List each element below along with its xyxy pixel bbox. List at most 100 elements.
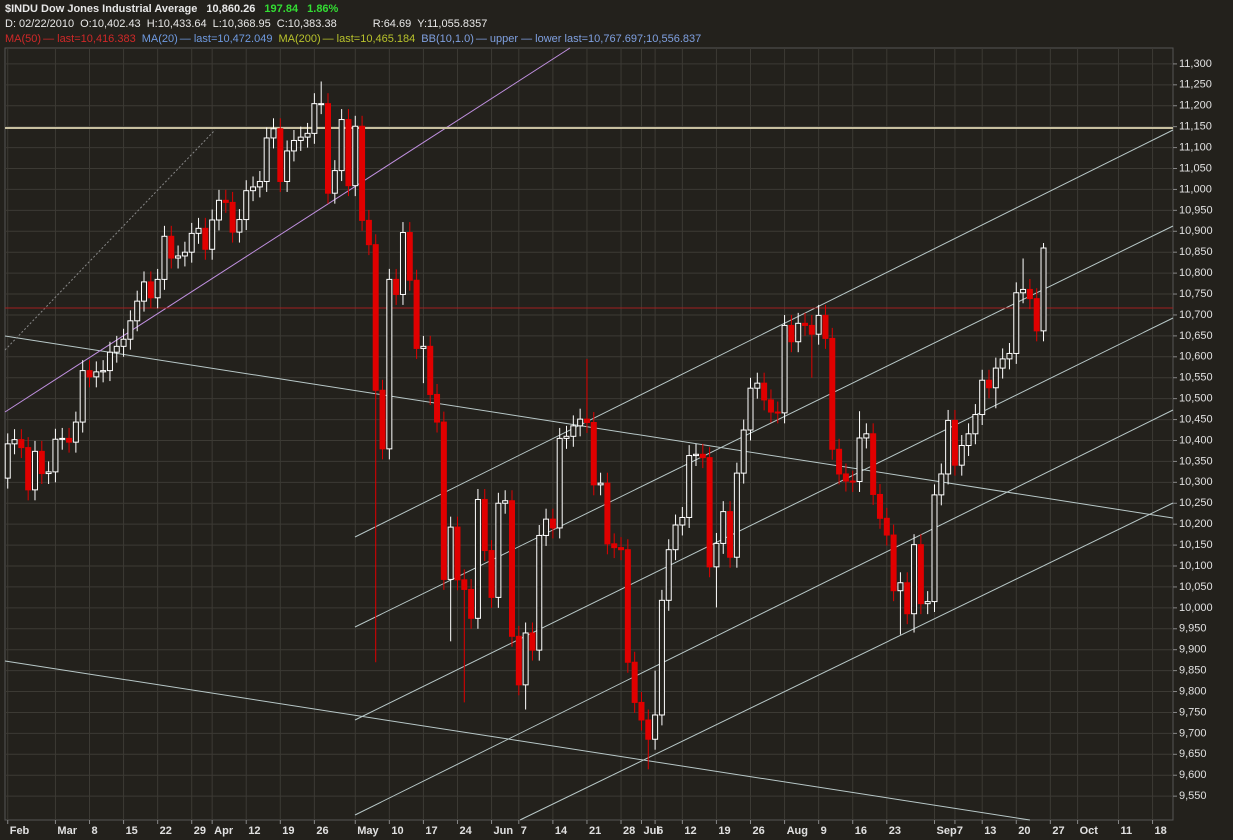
candle-body — [365, 219, 372, 246]
y-tick-label: 9,550 — [1179, 790, 1207, 802]
last-price: 10,860.26 — [206, 3, 256, 15]
y-tick-label: 10,250 — [1179, 497, 1213, 509]
y-tick-label: 11,000 — [1179, 183, 1212, 195]
candle-body — [127, 320, 134, 340]
x-tick-label: 19 — [718, 825, 730, 837]
x-tick-label: 26 — [753, 825, 765, 837]
candle-body — [297, 136, 304, 141]
x-tick-label: 11 — [1120, 825, 1132, 837]
candle-body — [556, 437, 563, 529]
candle-body — [727, 511, 734, 558]
x-tick-label: 21 — [589, 825, 601, 837]
axes: 9,550 9,600 9,650 9,700 9,750 9,800 9,850 9,900… — [7, 58, 1213, 837]
legend-label: MA(50) — [5, 33, 42, 45]
candle-body — [147, 281, 154, 299]
x-tick-label: 19 — [282, 825, 294, 837]
y-tick-label: 10,450 — [1179, 413, 1213, 425]
candle-body — [611, 543, 618, 549]
change: 197.84 — [264, 3, 299, 15]
candle-body — [66, 437, 73, 443]
x-tick-label: 18 — [1155, 825, 1167, 837]
candle-body — [1040, 247, 1047, 332]
candle-body — [106, 351, 113, 372]
info-item: C:10,383.38 — [276, 18, 337, 30]
candle-body — [209, 219, 216, 250]
candle-body — [815, 314, 822, 335]
plot-area — [4, 47, 1174, 821]
x-tick-label: Jul — [643, 825, 659, 837]
candle-body — [849, 480, 856, 483]
candle-body — [870, 433, 877, 495]
candle-body — [618, 547, 625, 551]
x-tick-label: 27 — [1052, 825, 1064, 837]
candle-body — [951, 419, 958, 466]
candle-body — [911, 544, 918, 615]
y-tick-label: 9,700 — [1179, 727, 1207, 739]
x-tick-label: Sep — [936, 825, 956, 837]
candle-body — [774, 411, 781, 414]
x-tick-label: 16 — [855, 825, 867, 837]
y-tick-label: 10,800 — [1179, 267, 1213, 279]
candle-body — [11, 439, 18, 445]
candle-body — [1006, 352, 1013, 360]
x-tick-label: 29 — [194, 825, 206, 837]
x-tick-label: May — [357, 825, 379, 837]
candle-body — [747, 387, 754, 431]
candle-body — [250, 186, 257, 192]
trend-line — [4, 660, 1031, 821]
candle-body — [100, 370, 107, 373]
candle-body — [563, 435, 570, 439]
y-tick-label: 10,850 — [1179, 246, 1213, 258]
candle-body — [188, 232, 195, 253]
y-tick-label: 10,600 — [1179, 351, 1213, 363]
candle-body — [181, 251, 188, 257]
candle-body — [883, 517, 890, 536]
x-tick-label: Feb — [10, 825, 30, 837]
candle-body — [236, 219, 243, 233]
candle-body — [713, 542, 720, 568]
candle-body — [577, 418, 584, 427]
candle-body — [624, 549, 631, 663]
candle-body — [113, 345, 120, 353]
x-tick-label: 10 — [391, 825, 403, 837]
candle-body — [597, 482, 604, 486]
y-tick-label: 10,100 — [1179, 560, 1213, 572]
candle-body — [45, 471, 52, 475]
candle-body — [897, 582, 904, 592]
x-tick-label: 8 — [91, 825, 97, 837]
chart-title: $INDU Dow Jones Industrial Average — [5, 3, 198, 15]
candle-body — [379, 389, 386, 450]
y-tick-label: 10,900 — [1179, 225, 1213, 237]
candle-body — [59, 437, 66, 440]
y-tick-label: 9,900 — [1179, 644, 1207, 656]
trend-line — [4, 47, 571, 413]
candle-body — [992, 367, 999, 389]
candle-body — [202, 227, 209, 250]
y-tick-label: 9,850 — [1179, 665, 1207, 677]
x-tick-label: Aug — [787, 825, 808, 837]
candle-body — [767, 399, 774, 413]
x-tick-label: 15 — [126, 825, 138, 837]
y-tick-label: 11,300 — [1179, 58, 1212, 70]
y-tick-label: 11,250 — [1179, 79, 1212, 91]
y-tick-label: 10,050 — [1179, 581, 1213, 593]
candle-body — [222, 199, 229, 203]
candle-body — [788, 324, 795, 343]
candle-body — [508, 500, 515, 637]
candle-body — [686, 455, 693, 518]
candle-body — [692, 453, 699, 457]
candle-body — [842, 473, 849, 482]
candle-body — [645, 719, 652, 740]
legend-detail: — last=10,465.184 — [322, 33, 416, 45]
candle-body — [345, 119, 352, 187]
candle-body — [604, 482, 611, 545]
candle-body — [590, 421, 597, 486]
candle-body — [372, 244, 379, 391]
candle-body — [304, 132, 311, 138]
candle-body — [141, 281, 148, 302]
candle-body — [338, 119, 345, 172]
candle-body — [495, 502, 502, 598]
candle-body — [18, 439, 25, 449]
candle-body — [522, 632, 529, 686]
candle-body — [986, 379, 993, 389]
